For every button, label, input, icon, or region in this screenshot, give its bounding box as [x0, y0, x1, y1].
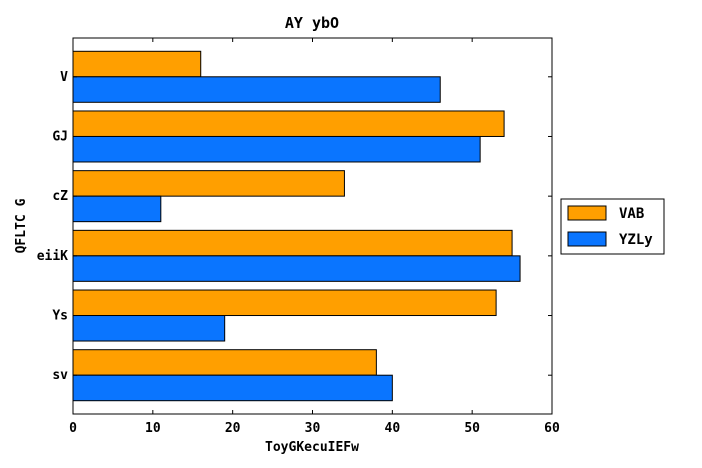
x-tick-label: 40	[385, 421, 401, 436]
y-axis-label: QFLTC G	[14, 198, 29, 253]
y-tick-label: cZ	[52, 189, 68, 204]
bar-yzly-gj	[72, 135, 481, 163]
y-tick-label: Ys	[52, 309, 68, 324]
legend-label-vab: VAB	[619, 206, 644, 222]
x-tick-label: 30	[305, 421, 321, 436]
bar-vab-gj	[72, 110, 505, 137]
x-axis-label: ToyGKecuIEFw	[265, 440, 359, 455]
x-tick-label: 0	[69, 421, 77, 436]
bar-vab-eiik	[72, 229, 513, 257]
legend-label-yzly: YZLy	[619, 232, 653, 248]
x-tick-label: 50	[464, 421, 480, 436]
y-tick-label: V	[60, 70, 68, 85]
legend: VAB YZLy	[560, 198, 665, 255]
y-tick-label: GJ	[52, 129, 68, 144]
bar-vab-sv	[72, 349, 377, 376]
bar-yzly-cz	[72, 195, 162, 223]
x-tick-label: 20	[225, 421, 241, 436]
chart-title: AY ybO	[285, 14, 339, 32]
bar-vab-ys	[72, 289, 497, 317]
x-axis-ticks: 0 10 20 30 40 50 60	[69, 38, 560, 436]
bar-yzly-ys	[72, 315, 226, 342]
legend-swatch-vab	[567, 205, 607, 221]
bar-yzly-eiik	[72, 255, 521, 282]
y-axis-ticks: V GJ cZ eiiK Ys sv	[37, 70, 552, 383]
legend-swatch-yzly	[567, 231, 607, 247]
y-tick-label: sv	[52, 368, 68, 383]
y-tick-label: eiiK	[37, 249, 68, 264]
bar-yzly-v	[72, 76, 441, 103]
bar-vab-cz	[72, 170, 345, 197]
bars-group	[72, 50, 521, 402]
x-tick-label: 60	[544, 421, 560, 436]
bar-vab-v	[72, 50, 202, 78]
x-tick-label: 10	[145, 421, 161, 436]
bar-yzly-sv	[72, 374, 393, 402]
